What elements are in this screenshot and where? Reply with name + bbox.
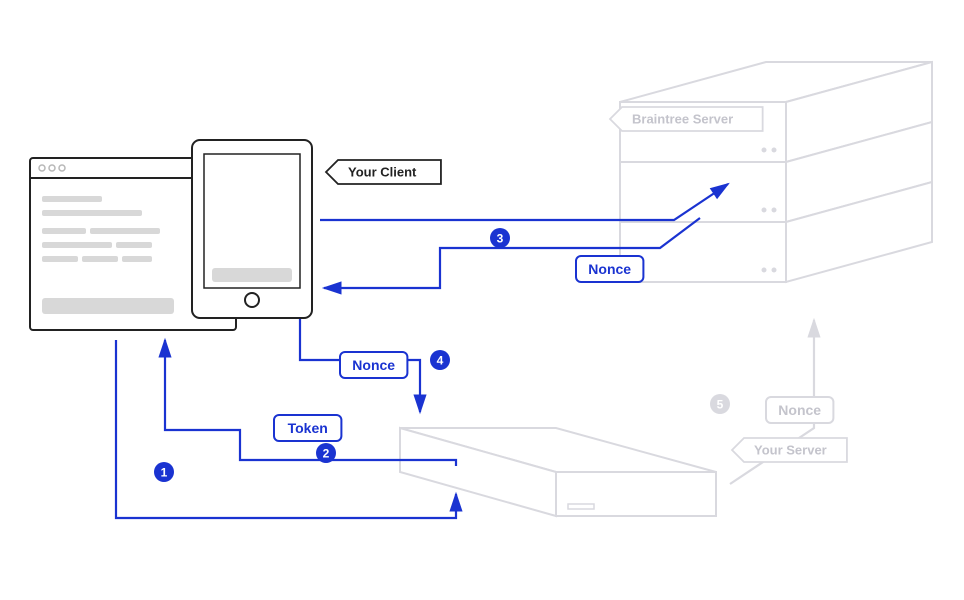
tag-braintree: Braintree Server	[610, 107, 763, 131]
tag-label-your_server: Your Server	[754, 443, 827, 458]
pill-nonce_faded: Nonce	[766, 397, 833, 423]
step-badge-s4: 4	[430, 350, 450, 370]
pill-label-nonce_right: Nonce	[588, 261, 631, 277]
step-num-s3: 3	[497, 232, 504, 246]
pill-nonce_right: Nonce	[576, 256, 643, 282]
step-badge-s2: 2	[316, 443, 336, 463]
diagram-canvas: Your Client Braintree Server Your Server To…	[0, 0, 964, 600]
pill-nonce_up: Nonce	[340, 352, 407, 378]
tag-label-client: Your Client	[348, 165, 417, 180]
step-num-s1: 1	[161, 466, 168, 480]
step-badge-s5: 5	[710, 394, 730, 414]
braintree-server-stack	[620, 62, 932, 282]
client-phone	[192, 140, 312, 318]
step-num-s5: 5	[717, 398, 724, 412]
step-badge-s3: 3	[490, 228, 510, 248]
pill-label-nonce_faded: Nonce	[778, 402, 821, 418]
pill-label-token: Token	[288, 420, 328, 436]
step-num-s2: 2	[323, 447, 330, 461]
step-badge-s1: 1	[154, 462, 174, 482]
step-num-s4: 4	[437, 354, 444, 368]
tag-your_server: Your Server	[732, 438, 847, 462]
pill-label-nonce_up: Nonce	[352, 357, 395, 373]
your-server-box	[400, 428, 716, 516]
pill-token: Token	[274, 415, 341, 441]
tag-label-braintree: Braintree Server	[632, 112, 733, 127]
tag-client: Your Client	[326, 160, 441, 184]
